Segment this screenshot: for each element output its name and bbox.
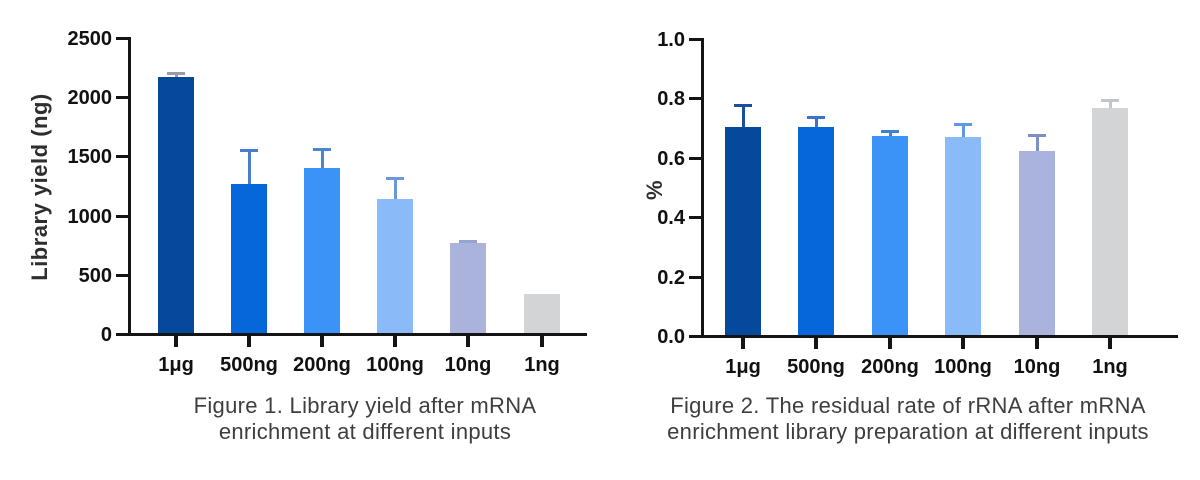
y-tick [689, 335, 701, 338]
bar-1ng [524, 293, 560, 333]
x-tick [174, 336, 178, 347]
x-tick [814, 338, 818, 349]
x-tick-label: 1μg [725, 356, 761, 378]
error-bar-cap [954, 123, 972, 127]
y-tick [116, 155, 128, 159]
y-tick-label: 0.4 [657, 207, 685, 230]
y-tick [116, 214, 128, 218]
x-tick-label: 10ng [444, 354, 492, 376]
x-tick [1108, 338, 1112, 349]
error-bar-cap [807, 116, 825, 120]
x-tick-label: 1ng [1092, 356, 1128, 378]
error-bar-line [814, 117, 818, 130]
error-bar-line [320, 149, 324, 171]
bar-200ng [872, 136, 908, 335]
x-tick [888, 338, 892, 349]
y-axis [701, 38, 704, 338]
x-axis [701, 335, 1178, 338]
y-tick-label: 2000 [67, 87, 113, 110]
x-tick [320, 336, 324, 347]
y-tick-label: 0.6 [657, 147, 685, 170]
x-axis [128, 333, 587, 336]
caption-line-2: enrichment library preparation at differ… [667, 419, 1149, 444]
error-bar-cap [459, 239, 477, 243]
bar-200ng [304, 168, 340, 333]
y-tick-label: 500 [78, 264, 112, 287]
y-tick [116, 37, 128, 40]
y-tick [116, 273, 128, 277]
y-tick-label: 0 [100, 324, 112, 346]
x-tick-label: 100ng [934, 356, 992, 378]
figure-1-caption: Figure 1. Library yield after mRNA enric… [115, 393, 615, 445]
error-bar-cap [240, 149, 258, 153]
y-tick-label: 1.0 [657, 29, 685, 51]
error-bar-cap [386, 177, 404, 181]
figure-2-panel: % 0.0 0.2 0.4 0.6 0.8 1.0 1μg 500ng 200ng 100ng 10… [600, 0, 1200, 480]
error-bar-cap [313, 148, 331, 152]
x-tick [393, 336, 397, 347]
y-tick-label: 0.0 [657, 326, 685, 348]
y-tick-label: 1500 [67, 146, 113, 169]
error-bar-cap [1028, 133, 1046, 137]
x-tick-label: 1ng [524, 354, 560, 376]
error-bar-cap [1101, 99, 1119, 103]
bar-10ng [450, 243, 486, 333]
bar-500ng [798, 127, 834, 335]
caption-line-2: enrichment at different inputs [218, 419, 512, 444]
x-tick [961, 338, 965, 349]
x-tick-label: 1μg [158, 354, 194, 376]
x-tick-label: 500ng [787, 356, 845, 378]
error-bar-cap [881, 129, 899, 133]
y-tick [689, 97, 701, 101]
bar-10ng [1019, 150, 1055, 335]
error-bar-line [466, 240, 470, 245]
y-axis [128, 37, 131, 336]
x-tick-label: 200ng [861, 356, 919, 378]
x-tick [741, 338, 745, 349]
x-tick-label: 100ng [366, 354, 424, 376]
y-tick-label: 0.8 [657, 88, 685, 111]
bar-100ng [377, 199, 413, 333]
bar-1μg [158, 77, 194, 333]
y-tick [689, 38, 701, 41]
error-bar-cap [167, 71, 185, 75]
y-tick [689, 275, 701, 279]
figure-1-panel: Library yield (ng) 0 500 1000 1500 2000 2500 1… [27, 28, 587, 444]
bar-100ng [945, 137, 981, 335]
bar-500ng [231, 184, 267, 333]
caption-line-1: Figure 1. Library yield after mRNA [193, 393, 537, 418]
y-axis-title: Library yield (ng) [27, 93, 52, 281]
error-bar-line [393, 178, 397, 202]
x-tick-label: 500ng [220, 354, 278, 376]
y-tick-label: 0.2 [657, 266, 685, 289]
y-tick [116, 333, 128, 336]
error-bar-line [961, 124, 965, 140]
x-tick [1035, 338, 1039, 349]
error-bar-line [1035, 134, 1039, 153]
bar-1ng [1092, 107, 1128, 335]
error-bar-line [1108, 100, 1112, 110]
x-tick-label: 200ng [293, 354, 351, 376]
y-tick-label: 2500 [67, 28, 113, 50]
caption-line-1: Figure 2. The residual rate of rRNA afte… [670, 393, 1146, 418]
bar-1μg [725, 127, 761, 335]
x-tick [247, 336, 251, 347]
y-tick [116, 96, 128, 100]
error-bar-line [174, 72, 178, 80]
x-tick-label: 10ng [1013, 356, 1061, 378]
figure-2-caption: Figure 2. The residual rate of rRNA afte… [628, 393, 1188, 445]
error-bar-line [888, 130, 892, 138]
y-tick [689, 156, 701, 160]
error-bar-cap [734, 103, 752, 107]
y-tick [689, 216, 701, 220]
error-bar-line [247, 150, 251, 187]
x-tick [466, 336, 470, 347]
error-bar-line [741, 104, 745, 130]
x-tick [540, 336, 544, 347]
y-tick-label: 1000 [67, 205, 113, 228]
